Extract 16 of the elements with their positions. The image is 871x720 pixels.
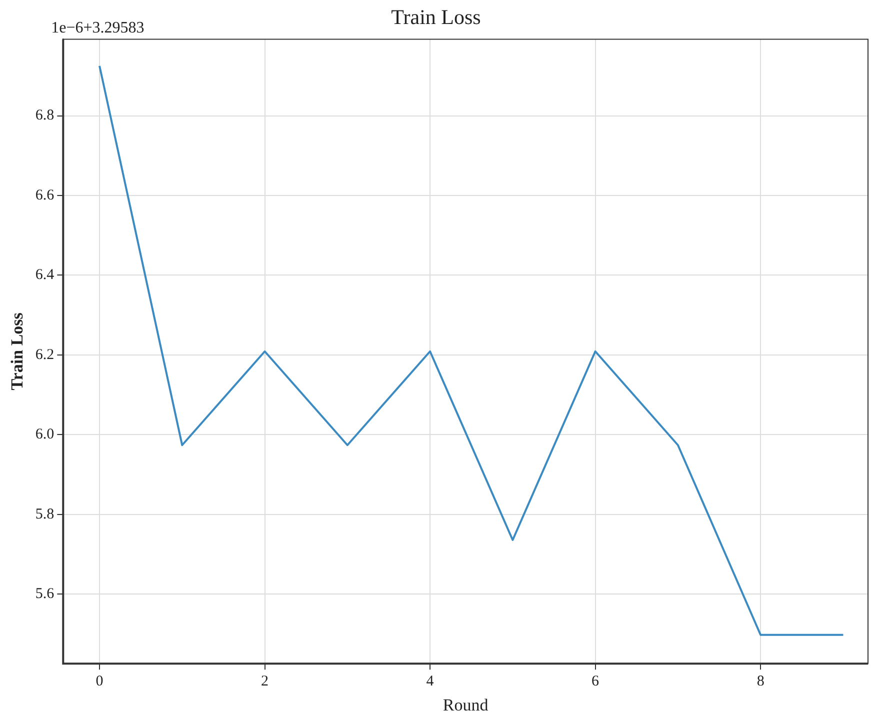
y-tick-label: 6.0: [35, 426, 54, 443]
x-axis-title: Round: [442, 695, 489, 714]
y-tick-label: 6.4: [35, 267, 55, 284]
y-tick-label: 5.8: [35, 506, 54, 522]
x-tick-label: 2: [261, 674, 269, 690]
y-tick-label: 6.6: [35, 187, 55, 204]
chart-title: Train Loss: [391, 5, 481, 30]
y-tick-label: 6.8: [35, 108, 54, 124]
text: 1e−6+3.29583: [51, 19, 144, 36]
x-tick-label: 6: [592, 674, 600, 690]
y-tick-label: 6.2: [35, 346, 54, 363]
y-axis-title: Train Loss: [8, 312, 27, 390]
x-tick-label: 8: [756, 674, 764, 690]
x-tick-label: 0: [96, 674, 104, 690]
x-tick-label: 4: [426, 674, 434, 690]
y-tick-label: 5.6: [35, 586, 55, 602]
